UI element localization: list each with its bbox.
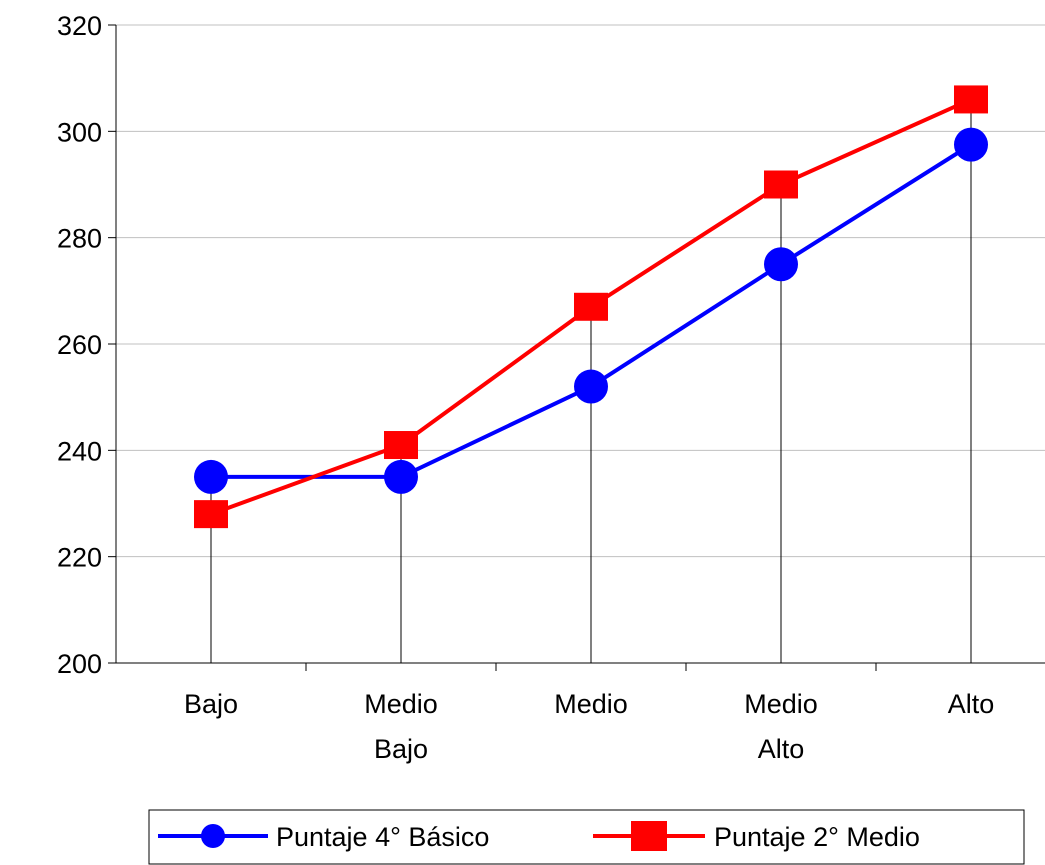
point-s0-4 [954, 127, 988, 162]
legend-label-1: Puntaje 2° Medio [714, 822, 920, 852]
legend-marker-1 [631, 821, 667, 851]
point-s1-2 [574, 292, 608, 321]
x-tick-label-line: Medio [554, 689, 628, 719]
series [194, 85, 988, 529]
point-s1-3 [764, 170, 798, 199]
y-tick-label-300: 300 [57, 117, 102, 147]
point-s1-4 [954, 85, 988, 114]
y-tick-labels: 200 220 240 260 280 300 320 [57, 11, 102, 679]
y-tick-label-200: 200 [57, 649, 102, 679]
x-tick-label-line: Bajo [374, 734, 428, 764]
y-tick-label-220: 220 [57, 543, 102, 573]
x-tick-labels: Bajo Medio Bajo Medio Medio Alto Alto [184, 689, 994, 764]
axes [108, 24, 1045, 671]
point-s1-0 [194, 500, 228, 529]
legend-box [148, 809, 1025, 865]
point-s1-1 [384, 431, 418, 460]
point-s0-3 [764, 247, 798, 282]
y-tick-label-260: 260 [57, 330, 102, 360]
y-tick-label-320: 320 [57, 11, 102, 41]
x-tick-label-line: Medio [744, 689, 818, 719]
y-tick-label-240: 240 [57, 436, 102, 466]
point-s0-0 [194, 459, 228, 494]
x-tick-label-line: Alto [948, 689, 995, 719]
point-s0-2 [574, 369, 608, 404]
x-tick-label-2: Medio [554, 689, 628, 719]
x-tick-label-line: Bajo [184, 689, 238, 719]
x-tick-label-line: Medio [364, 689, 438, 719]
y-tick-label-280: 280 [57, 224, 102, 254]
legend: Puntaje 4° Básico Puntaje 2° Medio [148, 809, 1025, 865]
x-tick-label-line: Alto [758, 734, 805, 764]
legend-label-0: Puntaje 4° Básico [276, 822, 489, 852]
x-tick-label-1: Medio Bajo [364, 689, 438, 764]
x-tick-label-4: Alto [948, 689, 995, 719]
point-s0-1 [384, 459, 418, 494]
x-tick-label-0: Bajo [184, 689, 238, 719]
legend-marker-0 [201, 824, 225, 848]
x-tick-label-3: Medio Alto [744, 689, 818, 764]
gridlines [116, 24, 1045, 558]
